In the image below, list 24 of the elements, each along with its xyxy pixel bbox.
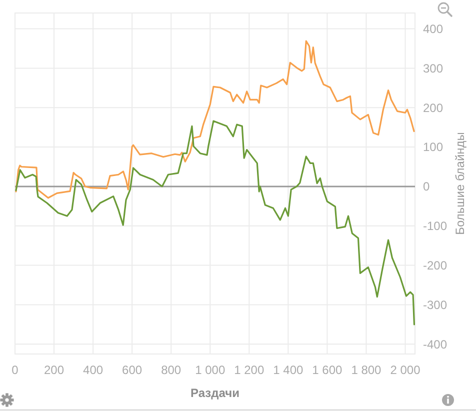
x-tick-label: 1 200 xyxy=(234,363,264,377)
x-tick-label: 600 xyxy=(122,363,142,377)
y-tick-label: -400 xyxy=(423,337,448,352)
y-tick-label: -300 xyxy=(423,298,448,312)
line-series xyxy=(15,120,416,326)
x-tick-label: 0 xyxy=(12,363,19,377)
x-tick-label: 400 xyxy=(83,363,104,377)
x-tick-label: 1 400 xyxy=(273,363,304,377)
x-tick-label: 800 xyxy=(161,363,182,377)
y-tick-label: 0 xyxy=(423,180,430,194)
y-tick-label: 300 xyxy=(423,61,444,76)
y-tick-label: -100 xyxy=(423,219,448,234)
x-axis-title: Раздачи xyxy=(190,386,240,400)
x-tick-label: 200 xyxy=(44,363,64,377)
y-tick-label: 100 xyxy=(423,140,444,154)
y-tick-label: 200 xyxy=(423,100,444,115)
y-axis-title: Большие блайнды xyxy=(453,132,467,235)
x-tick-label: 1 800 xyxy=(351,363,382,377)
y-tick-label: -200 xyxy=(423,258,448,272)
x-tick-label: 2 000 xyxy=(390,363,421,377)
x-tick-label: 1 000 xyxy=(195,363,226,377)
line-series xyxy=(15,40,415,199)
x-tick-label: 1 600 xyxy=(312,363,343,377)
y-tick-label: 400 xyxy=(423,22,444,36)
